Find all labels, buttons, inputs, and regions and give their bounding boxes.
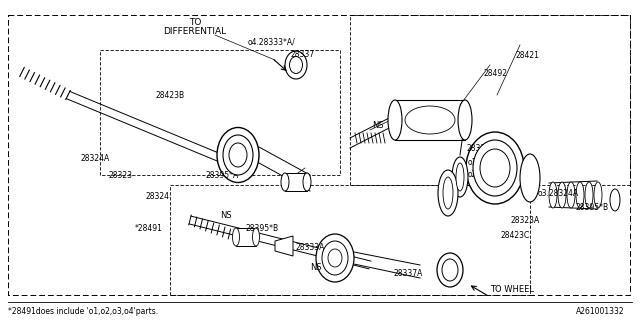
Text: TO: TO: [189, 18, 201, 27]
Text: TO WHEEL: TO WHEEL: [490, 285, 534, 294]
Text: o4.28333*A/: o4.28333*A/: [248, 37, 296, 46]
Polygon shape: [275, 236, 293, 256]
Ellipse shape: [480, 149, 510, 187]
Ellipse shape: [438, 170, 458, 216]
Ellipse shape: [594, 182, 602, 208]
Ellipse shape: [558, 182, 566, 208]
Ellipse shape: [322, 241, 348, 275]
Ellipse shape: [229, 143, 247, 167]
Text: 28395*B: 28395*B: [245, 223, 278, 233]
Ellipse shape: [328, 249, 342, 267]
Text: 28423B: 28423B: [155, 91, 184, 100]
Text: NS: NS: [220, 211, 232, 220]
Text: DIFFERENTIAL: DIFFERENTIAL: [163, 27, 227, 36]
Ellipse shape: [456, 163, 464, 191]
Text: 28395*A: 28395*A: [205, 171, 238, 180]
Text: 28323: 28323: [108, 171, 132, 180]
Ellipse shape: [289, 57, 303, 74]
Ellipse shape: [303, 173, 311, 191]
Text: 28324A: 28324A: [80, 154, 109, 163]
Bar: [236, 228, 256, 246]
Ellipse shape: [285, 51, 307, 79]
Text: A261001332: A261001332: [577, 308, 625, 316]
Text: o3.28324A: o3.28324A: [538, 188, 579, 197]
Ellipse shape: [466, 132, 524, 204]
Ellipse shape: [405, 106, 455, 134]
Text: 28492: 28492: [483, 68, 507, 77]
Ellipse shape: [585, 182, 593, 208]
Text: 28337A: 28337A: [393, 269, 422, 278]
Ellipse shape: [281, 173, 289, 191]
Text: 28423C: 28423C: [500, 230, 529, 239]
Bar: [285, 173, 307, 191]
Ellipse shape: [576, 182, 584, 208]
Text: 28421: 28421: [515, 51, 539, 60]
Ellipse shape: [253, 228, 259, 246]
Text: 28323A: 28323A: [510, 215, 540, 225]
Ellipse shape: [443, 177, 453, 209]
Ellipse shape: [217, 127, 259, 182]
Ellipse shape: [549, 182, 557, 208]
Ellipse shape: [520, 154, 540, 202]
Ellipse shape: [316, 234, 354, 282]
Ellipse shape: [610, 189, 620, 211]
Text: 28324: 28324: [145, 191, 169, 201]
Text: 28333A: 28333A: [295, 243, 324, 252]
Text: 28395*B: 28395*B: [575, 203, 608, 212]
Ellipse shape: [232, 228, 239, 246]
Text: 28333*B: 28333*B: [466, 143, 499, 153]
Bar: [395, 100, 465, 140]
Ellipse shape: [223, 135, 253, 175]
Ellipse shape: [452, 157, 468, 197]
Ellipse shape: [473, 140, 517, 196]
Text: *28491does include 'o1,o2,o3,o4'parts.: *28491does include 'o1,o2,o3,o4'parts.: [8, 308, 158, 316]
Ellipse shape: [458, 100, 472, 140]
Text: 28337: 28337: [290, 50, 314, 59]
Text: o1.28335: o1.28335: [468, 157, 504, 166]
Text: o2.28324: o2.28324: [468, 170, 504, 179]
Ellipse shape: [388, 100, 402, 140]
Text: NS: NS: [310, 263, 322, 273]
Ellipse shape: [437, 253, 463, 287]
Ellipse shape: [442, 259, 458, 281]
Ellipse shape: [567, 182, 575, 208]
Text: NS: NS: [372, 121, 383, 130]
Text: *28491: *28491: [135, 223, 163, 233]
